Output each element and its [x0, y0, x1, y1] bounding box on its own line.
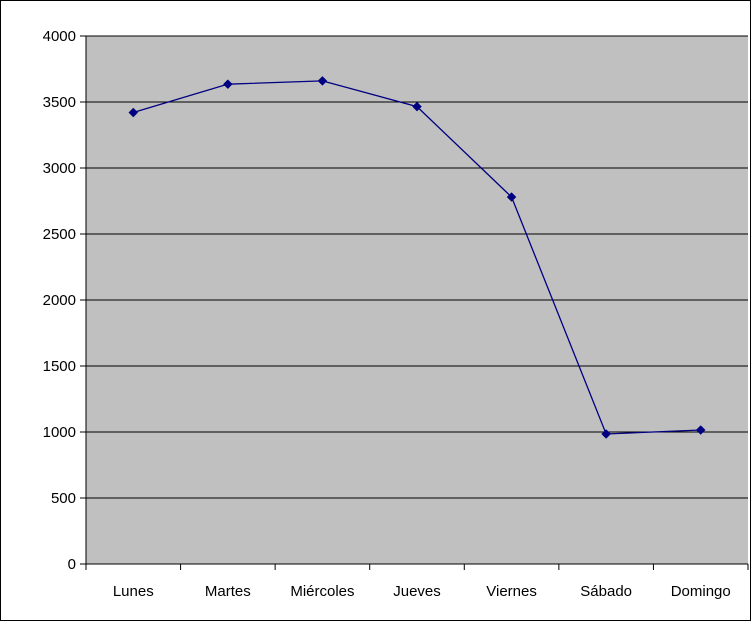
- y-tick-label: 0: [68, 556, 76, 573]
- series-group: [128, 76, 706, 439]
- data-point: [223, 79, 233, 90]
- data-point: [128, 107, 139, 118]
- y-tick-label: 1000: [43, 424, 76, 441]
- y-tick-label: 2500: [43, 226, 76, 243]
- x-tick-label: Viernes: [486, 583, 537, 600]
- y-tick-label: 1500: [43, 358, 76, 375]
- x-tick-label: Martes: [205, 583, 251, 600]
- y-tick-label: 3000: [43, 160, 76, 177]
- y-tick-label: 3500: [43, 94, 76, 111]
- y-tick-label: 2000: [43, 292, 76, 309]
- data-point: [601, 429, 611, 439]
- y-axis-tick-labels: 0 500 1000 1500 2000 2500 3000 3500 4000: [43, 28, 76, 573]
- x-tick-label: Sábado: [580, 583, 632, 600]
- data-point: [317, 76, 328, 86]
- x-tick-label: Jueves: [393, 583, 441, 600]
- x-axis-tick-labels: Lunes Martes Miércoles Jueves Viernes Sábado D…: [113, 583, 731, 600]
- data-point: [695, 425, 706, 435]
- x-tick-label: Lunes: [113, 583, 154, 600]
- y-tick-label: 4000: [43, 28, 76, 45]
- x-tick-label: Domingo: [671, 583, 731, 600]
- y-tick-label: 500: [51, 490, 76, 507]
- x-tick-label: Miércoles: [290, 583, 354, 600]
- data-point: [506, 192, 517, 202]
- data-point: [412, 101, 422, 112]
- axes: [80, 35, 749, 570]
